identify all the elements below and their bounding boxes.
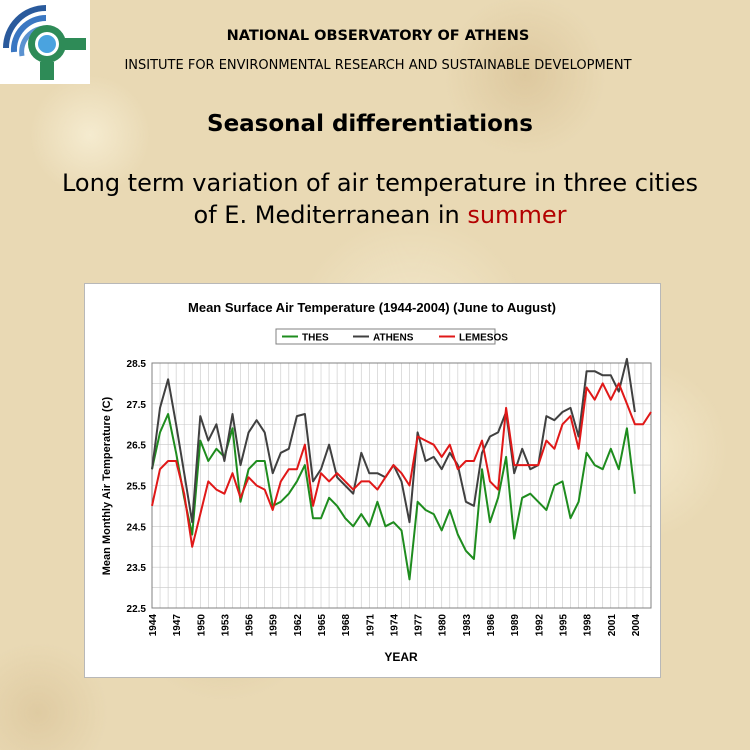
x-tick-label: 1986: [486, 614, 497, 637]
x-tick-label: 2004: [631, 614, 642, 637]
organization-title: NATIONAL OBSERVATORY OF ATHENS: [226, 28, 530, 44]
y-tick-label: 28.5: [127, 359, 147, 370]
x-tick-label: 1962: [293, 614, 304, 637]
series-line-lemesos: [151, 382, 652, 548]
y-tick-label: 26.5: [127, 441, 147, 452]
y-tick-label: 22.5: [127, 604, 147, 615]
x-axis-label: YEAR: [384, 650, 418, 664]
temperature-chart: Mean Surface Air Temperature (1944-2004)…: [101, 300, 652, 664]
x-tick-label: 1983: [462, 614, 473, 637]
x-tick-label: 1998: [583, 614, 594, 637]
plot-border: [151, 362, 652, 609]
x-tick-label: 1989: [510, 614, 521, 637]
plot-area: 22.5 23.5 24.5 25.5 26.5 27.5 28.5 1944 1947 1950…: [127, 357, 652, 637]
chart-legend: THES ATHENS LEMESOS: [275, 328, 508, 345]
chart-frame: Mean Surface Air Temperature (1944-2004)…: [84, 283, 661, 678]
series-line-thes: [151, 413, 636, 581]
legend-box: [275, 328, 496, 345]
x-tick-label: 1947: [172, 614, 183, 637]
x-tick-label: 1974: [389, 614, 400, 637]
y-tick-label: 25.5: [127, 482, 147, 493]
season-highlight: summer: [467, 201, 567, 229]
x-tick-label: 1980: [438, 614, 449, 637]
chart-title: Mean Surface Air Temperature (1944-2004)…: [188, 300, 556, 315]
legend-label-lemesos: LEMESOS: [459, 333, 508, 344]
x-tick-label: 1956: [245, 614, 256, 637]
y-tick-label: 27.5: [127, 400, 147, 411]
y-tick-label: 23.5: [127, 563, 147, 574]
y-axis-label: Mean Monthly Air Temperature (C): [101, 396, 113, 575]
x-tick-label: 1953: [220, 614, 231, 637]
y-tick-label: 24.5: [127, 522, 147, 533]
x-tick-label: 1965: [317, 614, 328, 637]
x-tick-label: 1977: [414, 614, 425, 637]
legend-label-thes: THES: [302, 333, 329, 344]
slide-title: Seasonal differentiations: [207, 111, 533, 137]
x-tick-label: 1950: [196, 614, 207, 637]
legend-label-athens: ATHENS: [373, 333, 414, 344]
institute-name: INSITUTE FOR ENVIRONMENTAL RESEARCH AND …: [124, 58, 632, 73]
subtitle-text: Long term variation of air temperature i…: [61, 169, 699, 229]
observatory-logo: [0, 0, 90, 84]
x-tick-label: 1968: [341, 614, 352, 637]
x-tick-label: 1959: [269, 614, 280, 637]
x-tick-label: 1944: [148, 614, 159, 637]
x-tick-label: 1995: [558, 614, 569, 637]
slide-subtitle: Long term variation of air temperature i…: [48, 167, 712, 231]
x-tick-label: 1971: [365, 614, 376, 637]
x-tick-label: 2001: [607, 614, 618, 637]
x-tick-label: 1992: [534, 614, 545, 637]
